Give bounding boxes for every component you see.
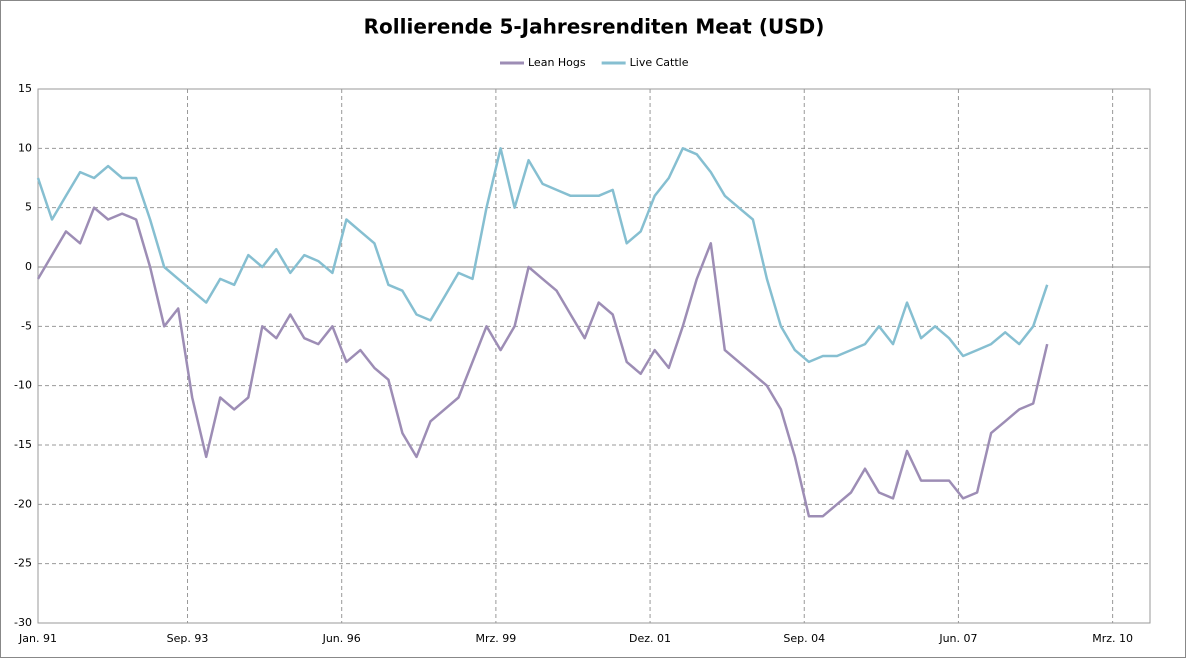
- y-tick-label: -10: [14, 379, 32, 392]
- x-tick-label: Jun. 07: [938, 632, 977, 645]
- y-tick-label: 0: [25, 260, 32, 273]
- y-tick-label: 5: [25, 201, 32, 214]
- y-tick-label: -5: [21, 319, 32, 332]
- x-tick-label: Jan. 91: [18, 632, 57, 645]
- y-tick-label: -25: [14, 557, 32, 570]
- series-line: [36, 147, 1049, 364]
- x-tick-label: Mrz. 10: [1092, 632, 1133, 645]
- y-tick-label: 10: [18, 141, 32, 154]
- x-tick-label: Mrz. 99: [475, 632, 516, 645]
- x-tick-label: Jun. 96: [322, 632, 361, 645]
- y-tick-label: 15: [18, 82, 32, 95]
- x-tick-label: Dez. 01: [629, 632, 671, 645]
- legend-label: Live Cattle: [630, 56, 689, 69]
- y-tick-label: -20: [14, 497, 32, 510]
- chart-title: Rollierende 5-Jahresrenditen Meat (USD): [364, 15, 825, 39]
- x-tick-label: Sep. 04: [783, 632, 825, 645]
- series-line: [36, 206, 1049, 518]
- x-tick-label: Sep. 93: [167, 632, 209, 645]
- legend-label: Lean Hogs: [528, 56, 586, 69]
- y-tick-label: -30: [14, 616, 32, 629]
- y-tick-label: -15: [14, 438, 32, 451]
